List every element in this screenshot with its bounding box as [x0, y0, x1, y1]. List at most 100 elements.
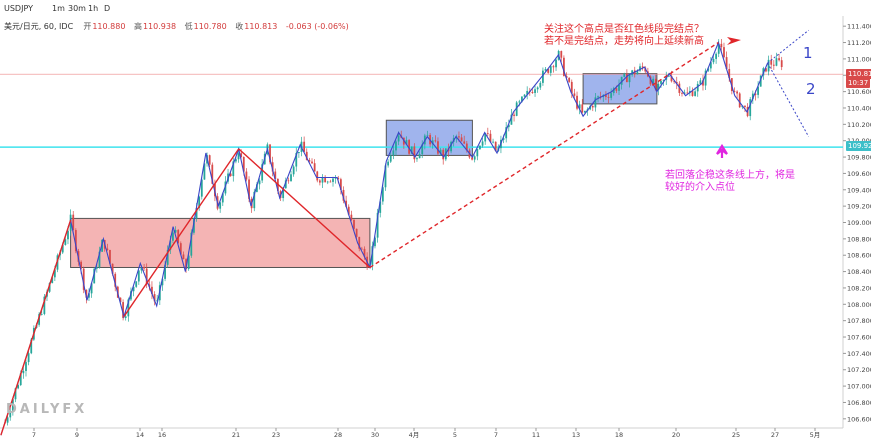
candle-body: [476, 149, 479, 157]
candle-body: [14, 388, 17, 400]
candle-body: [778, 58, 780, 61]
symbol-label[interactable]: USDJPY: [4, 4, 33, 13]
blue-consolidation-box: [385, 119, 473, 156]
y-tick-label: 108.800: [847, 235, 871, 243]
candle-body: [733, 91, 736, 92]
candle-body: [471, 157, 473, 160]
candle-body: [321, 177, 324, 183]
candle-body: [64, 239, 67, 245]
candle-body: [754, 93, 757, 95]
candle-body: [6, 417, 9, 423]
candle-body: [363, 248, 366, 257]
y-tick-label: 111.400: [847, 23, 871, 31]
candle-body: [460, 137, 463, 142]
open-label: 开: [83, 22, 92, 31]
candle-body: [295, 153, 298, 167]
candle-body: [313, 163, 316, 172]
candle-body: [195, 208, 198, 219]
candle-body: [124, 316, 127, 318]
candle-body: [744, 105, 746, 107]
candle-body: [780, 60, 783, 68]
candle-body: [237, 153, 240, 160]
candle-body: [292, 166, 295, 175]
candle-body: [305, 151, 308, 161]
candle-body: [581, 104, 584, 113]
candle-body: [297, 152, 300, 154]
candle-body: [473, 156, 476, 160]
candle-body: [699, 80, 702, 84]
candle-body: [190, 232, 193, 256]
candle-body: [702, 80, 704, 86]
candle-body: [494, 141, 497, 151]
candle-body: [736, 91, 738, 94]
candle-body: [90, 283, 93, 294]
candle-body: [484, 133, 487, 142]
timeframe-1h[interactable]: 1h: [88, 4, 99, 13]
candle-body: [683, 92, 686, 94]
x-tick-label: 28: [334, 431, 342, 439]
candle-body: [565, 75, 568, 78]
y-tick-label: 106.800: [847, 399, 871, 407]
timeframe-1m[interactable]: 1m: [52, 4, 65, 13]
candle-body: [387, 161, 390, 166]
candle-body: [350, 214, 353, 220]
candle-body: [169, 240, 172, 250]
candle-body: [515, 102, 518, 116]
y-tick-label: 107.600: [847, 334, 871, 342]
candle-body: [395, 141, 397, 151]
candle-body: [156, 300, 159, 302]
candle-body: [618, 84, 620, 91]
candle-body: [379, 201, 382, 213]
candle-body: [326, 181, 329, 183]
candle-body: [95, 267, 98, 269]
low-value: 110.780: [193, 22, 227, 31]
candle-body: [662, 79, 665, 81]
candle-body: [145, 268, 148, 285]
timeframe-d[interactable]: D: [104, 4, 111, 13]
y-tick-label: 110.400: [847, 104, 871, 112]
last-price-tag: 110.813: [846, 69, 871, 79]
candle-body: [442, 149, 445, 160]
candle-body: [193, 218, 195, 233]
y-tick-label: 108.200: [847, 284, 871, 292]
candle-body: [334, 177, 337, 179]
candle-body: [360, 248, 363, 250]
candle-body: [308, 160, 311, 162]
candle-body: [384, 165, 387, 188]
candle-body: [649, 76, 652, 85]
x-tick-label: 14: [136, 431, 144, 439]
candle-body: [479, 145, 481, 150]
chart-toolbar: USDJPY 1m 30m 1h D: [0, 0, 871, 20]
candle-body: [211, 164, 214, 184]
candle-body: [93, 268, 96, 284]
y-tick-label: 107.200: [847, 366, 871, 374]
candle-body: [229, 173, 232, 177]
candle-body: [560, 51, 563, 58]
candle-body: [132, 286, 135, 292]
candle-body: [290, 174, 292, 182]
candle-body: [765, 68, 767, 72]
candle-body: [604, 95, 607, 97]
timeframe-30m[interactable]: 30m: [68, 4, 86, 13]
candle-body: [670, 75, 673, 82]
candle-body: [185, 259, 187, 270]
candle-body: [725, 57, 728, 70]
y-tick-label: 107.400: [847, 350, 871, 358]
y-tick-label: 111.000: [847, 55, 871, 63]
candle-body: [339, 179, 342, 190]
instrument-name: 美元/日元, 60, IDC: [4, 22, 74, 31]
candle-body: [426, 134, 429, 136]
candle-body: [450, 141, 452, 152]
x-tick-label: 21: [232, 431, 240, 439]
ohlc-legend: 美元/日元, 60, IDC 开110.880 高110.938 低110.78…: [4, 21, 355, 32]
candle-body: [728, 69, 731, 79]
x-tick-label: 20: [672, 431, 680, 439]
candle-body: [240, 153, 243, 158]
y-tick-label: 109.000: [847, 219, 871, 227]
candle-body: [641, 66, 644, 68]
candle-body: [274, 171, 277, 179]
x-tick-label: 5: [453, 431, 457, 439]
candle-body: [610, 93, 613, 98]
dashed-trend-line: [369, 41, 719, 269]
